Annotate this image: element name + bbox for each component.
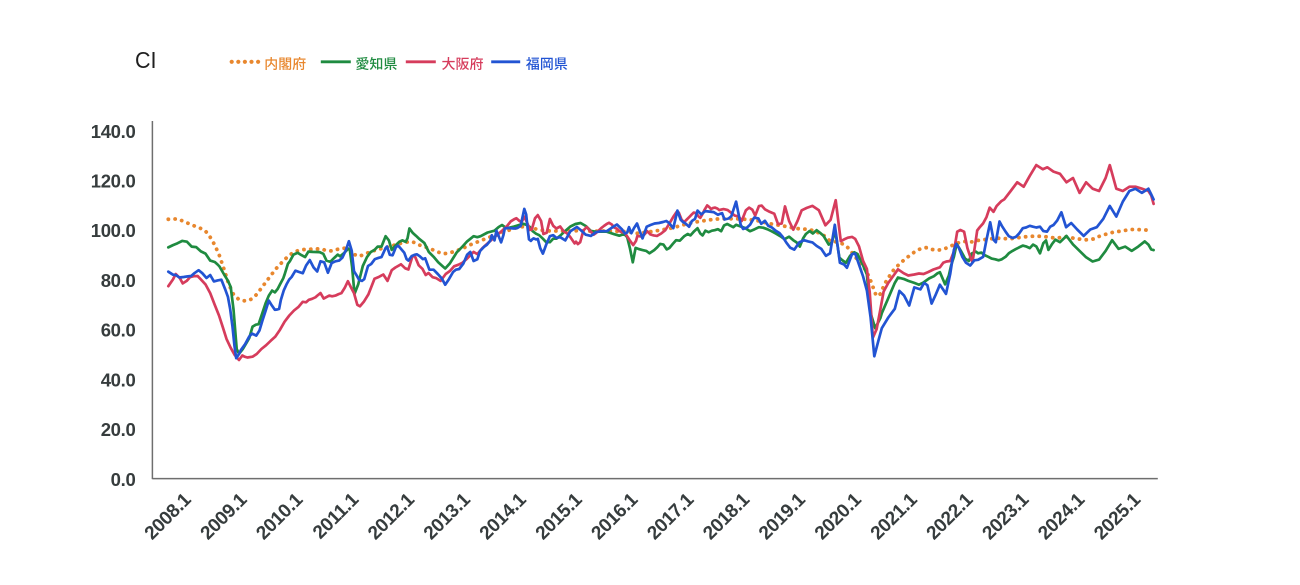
svg-text:140.0: 140.0 [91,121,136,142]
svg-text:80.0: 80.0 [101,270,136,291]
svg-text:CI: CI [135,47,157,73]
svg-text:60.0: 60.0 [101,320,136,341]
svg-text:20.0: 20.0 [101,419,136,440]
svg-text:0.0: 0.0 [111,469,136,490]
svg-text:120.0: 120.0 [91,171,136,192]
svg-text:40.0: 40.0 [101,369,136,390]
svg-text:100.0: 100.0 [91,220,136,241]
